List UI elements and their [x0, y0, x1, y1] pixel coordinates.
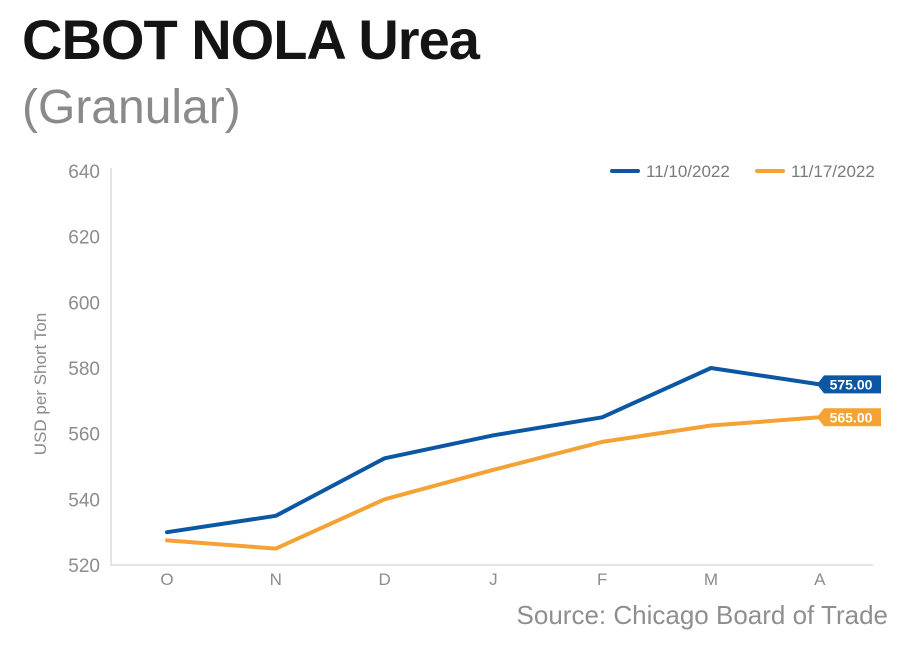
end-label-tag-2 [817, 408, 881, 427]
end-label-text-2: 565.00 [830, 409, 873, 425]
end-labels: 575.00 565.00 [817, 375, 881, 427]
end-label-text-1: 575.00 [830, 376, 873, 392]
legend-label-2: 11/17/2022 [791, 162, 875, 181]
y-tick-label: 540 [68, 490, 100, 511]
series-lines [165, 366, 822, 551]
source-note: Source: Chicago Board of Trade [516, 600, 888, 630]
chart-subtitle: (Granular) [22, 81, 241, 134]
x-tick-label: O [160, 570, 173, 589]
chart-title: CBOT NOLA Urea [22, 8, 480, 71]
y-axis-label-group: USD per Short Ton [31, 313, 50, 455]
x-tick-label: F [597, 570, 607, 589]
legend-label-1: 11/10/2022 [646, 162, 730, 181]
series-line-1 [165, 366, 822, 535]
series-line-2 [165, 415, 822, 551]
y-ticks: 520 540 560 580 600 620 640 [68, 162, 100, 577]
y-tick-label: 600 [68, 293, 100, 314]
y-tick-label: 620 [68, 228, 100, 249]
x-tick-label: N [270, 570, 282, 589]
y-axis-label: USD per Short Ton [31, 313, 50, 455]
axes [110, 168, 873, 566]
y-tick-label: 560 [68, 425, 100, 446]
legend: 11/10/2022 11/17/2022 [610, 162, 875, 181]
end-label-tag-1 [817, 375, 881, 394]
y-tick-label: 640 [68, 162, 100, 183]
y-tick-label: 580 [68, 359, 100, 380]
x-tick-label: A [814, 570, 826, 589]
x-tick-label: M [704, 570, 718, 589]
x-tick-label: J [489, 570, 498, 589]
x-tick-label: D [378, 570, 390, 589]
y-tick-label: 520 [68, 556, 100, 577]
